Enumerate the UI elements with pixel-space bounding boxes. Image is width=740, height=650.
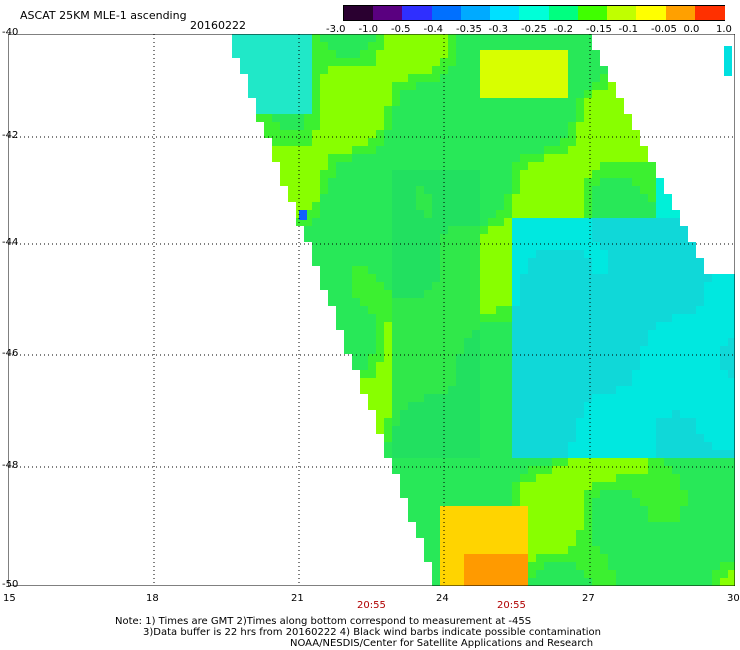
xtick-15: 15 [3,593,16,604]
colorbar-label: -0.25 [521,24,547,35]
colorbar-segment [694,6,725,20]
xtick-27: 27 [582,593,595,604]
colorbar-label: -3.0 [326,24,346,35]
colorbar-label: -0.1 [618,24,639,35]
note-line-2: 3)Data buffer is 22 hrs from 20160222 4)… [143,627,601,638]
xtick-30: 30 [727,593,740,604]
xtick-21: 21 [291,593,304,604]
colorbar-label: -0.2 [553,24,574,35]
colorbar-label: 1.0 [716,24,732,35]
ytick-50: -50 [2,579,19,590]
colorbar-segment [373,6,404,20]
colorbar-label: -0.35 [456,24,482,35]
colorbar-segment [344,6,375,20]
edge-patch [724,46,732,76]
ytick-46: -46 [2,348,19,359]
date-label: 20160222 [190,19,246,32]
colorbar [343,5,725,21]
ytick-42: -42 [2,130,19,141]
time-label-1: 20:55 [357,600,386,611]
colorbar-label: 0.0 [683,24,700,35]
colorbar-segment [460,6,492,20]
colorbar-label: -0.05 [651,24,677,35]
colorbar-segment [607,6,638,20]
product-title: ASCAT 25KM MLE-1 ascending [20,9,187,22]
note-line-3: NOAA/NESDIS/Center for Satellite Applica… [290,638,594,649]
ytick-44: -44 [2,237,19,248]
colorbar-segment [431,6,462,20]
colorbar-segment [490,6,521,20]
time-label-2: 20:55 [497,600,526,611]
colorbar-segment [519,6,550,20]
wind-map [8,34,735,586]
colorbar-segment [577,6,609,20]
note-line-1: Note: 1) Times are GMT 2)Times along bot… [115,616,532,627]
xtick-18: 18 [146,593,159,604]
ytick-48: -48 [2,460,19,471]
colorbar-label: -0.5 [391,24,411,35]
ytick-40: -40 [2,27,19,38]
grid-lines [8,34,735,586]
colorbar-label: -0.4 [423,24,444,35]
colorbar-segment [665,6,696,20]
colorbar-segment [636,6,667,20]
colorbar-label: -0.3 [488,24,509,35]
colorbar-segment [402,6,433,20]
colorbar-segment [548,6,579,20]
xtick-24: 24 [436,593,449,604]
colorbar-label: -0.15 [586,24,612,35]
blue-pixel [299,210,307,220]
colorbar-label: -1.0 [358,24,379,35]
